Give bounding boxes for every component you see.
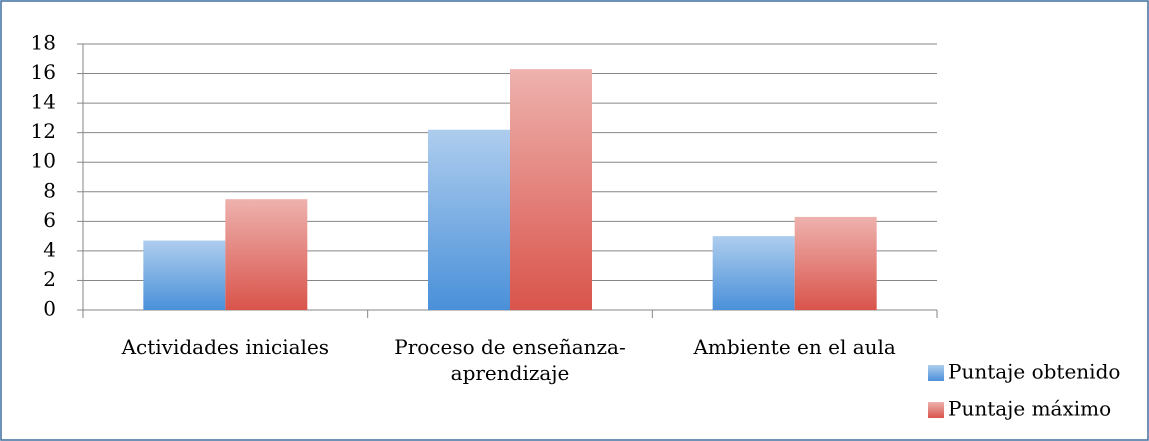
bar xyxy=(510,69,592,310)
bar xyxy=(225,199,308,310)
y-tick-label: 2 xyxy=(43,267,56,291)
bar xyxy=(428,129,510,310)
y-tick-label: 8 xyxy=(43,178,56,202)
y-tick-label: 4 xyxy=(43,237,56,261)
y-tick-label: 0 xyxy=(43,297,56,321)
y-tick-label: 14 xyxy=(31,90,56,114)
bar xyxy=(143,240,226,310)
legend-label: Puntaje obtenido xyxy=(948,360,1120,384)
y-tick-label: 12 xyxy=(31,119,56,143)
x-tick-label: Ambiente en el aula xyxy=(693,335,896,359)
legend-swatch xyxy=(928,402,944,418)
bar xyxy=(794,216,877,310)
y-tick-label: 10 xyxy=(31,149,56,173)
y-tick-label: 18 xyxy=(31,31,56,55)
legend-swatch xyxy=(928,365,944,381)
y-tick-label: 6 xyxy=(43,208,56,232)
x-tick-label: Actividades iniciales xyxy=(121,335,330,359)
legend-label: Puntaje máximo xyxy=(948,397,1111,421)
y-tick-label: 16 xyxy=(31,60,56,84)
bar xyxy=(712,236,795,310)
x-tick-label: Proceso de enseñanza-aprendizaje xyxy=(394,335,626,385)
